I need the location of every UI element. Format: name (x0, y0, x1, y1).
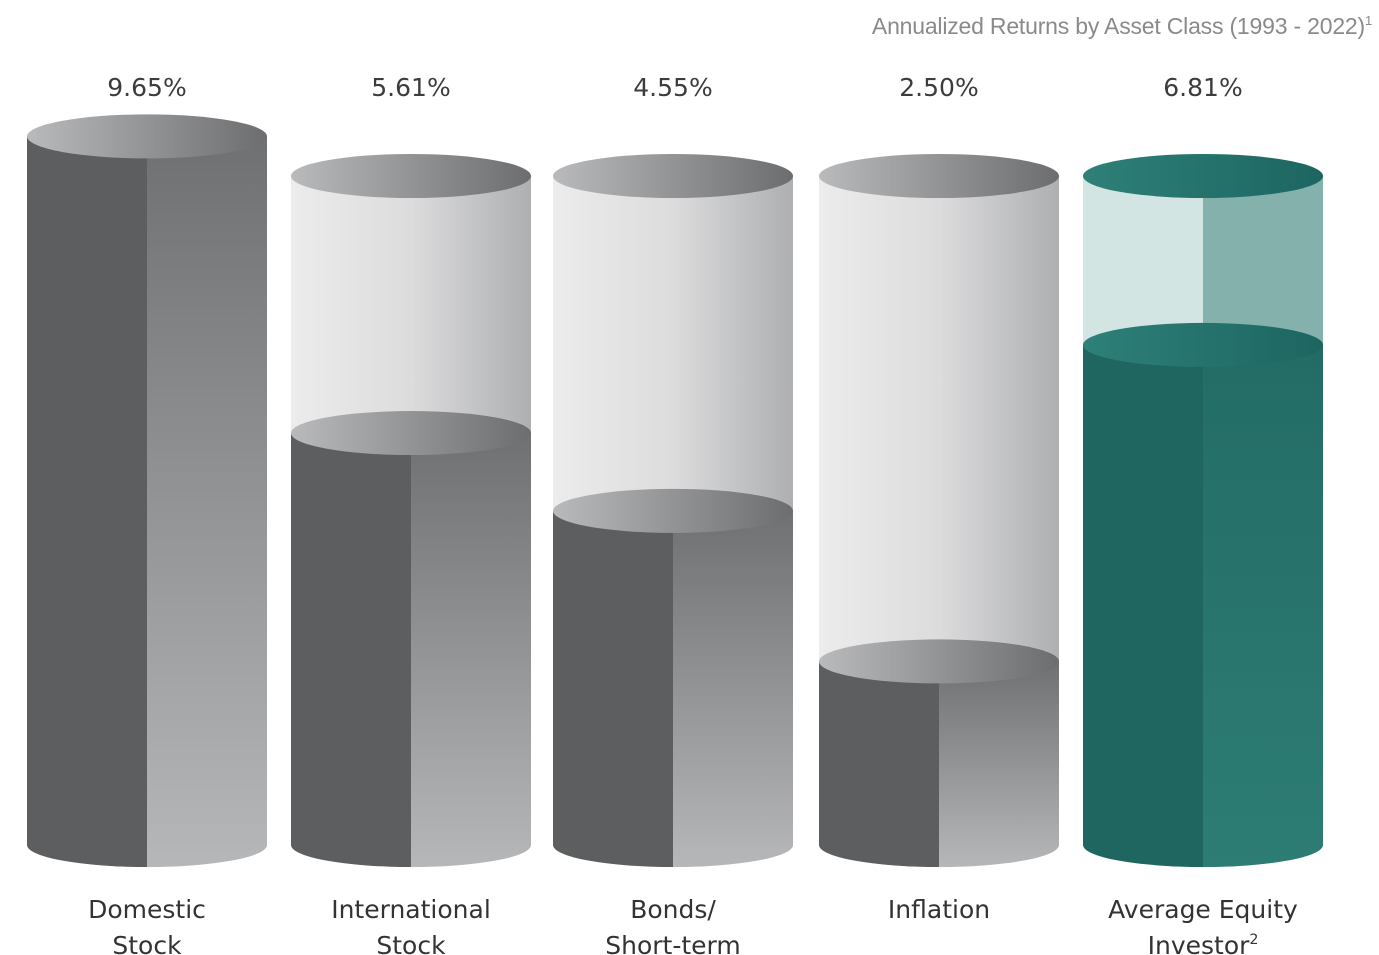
glass-tube (553, 176, 793, 511)
value-label-2: 5.61% (371, 73, 450, 102)
bar-body-left (819, 661, 939, 867)
cylinder-bar-5 (1083, 154, 1323, 867)
bar-top-cap (27, 114, 267, 158)
bar-body-left (291, 433, 411, 867)
bar-body-right (939, 661, 1059, 867)
bar-top-cap (291, 411, 531, 455)
category-label-3-line-2: Short-term (605, 931, 741, 955)
bar-body-right (1203, 345, 1323, 867)
glass-tube (819, 176, 1059, 661)
bar-top-cap (553, 489, 793, 533)
category-label-2-line-1: International (331, 895, 491, 924)
category-label-1-line-1: Domestic (88, 895, 206, 924)
category-label-2-line-2: Stock (376, 931, 446, 955)
category-label-5-line-1: Average Equity (1108, 895, 1298, 924)
glass-tube-rim (819, 154, 1059, 198)
cylinder-bar-4 (819, 154, 1059, 867)
category-label-5-line-2: Investor2 (1148, 931, 1259, 955)
bar-body-right (673, 511, 793, 867)
bar-body-right (147, 136, 267, 867)
bar-top-cap (1083, 323, 1323, 367)
value-label-1: 9.65% (107, 73, 186, 102)
glass-tube-rim (1083, 154, 1323, 198)
bar-body-left (27, 136, 147, 867)
value-labels-layer: 9.65% 5.61% 4.55% 2.50% 6.81% (107, 73, 1242, 102)
chart-title-footnote-marker: 1 (1365, 13, 1372, 28)
glass-tube-rim (291, 154, 531, 198)
bar-top-cap (819, 639, 1059, 683)
bar-body-left (1083, 345, 1203, 867)
category-labels-layer: Domestic Stock International Stock Bonds/Sho… (88, 895, 1298, 955)
value-label-5: 6.81% (1163, 73, 1242, 102)
chart-title: Annualized Returns by Asset Class (1993 … (872, 13, 1372, 39)
bar-body-right (411, 433, 531, 867)
bar-body-left (553, 511, 673, 867)
glass-tube-left (1083, 176, 1203, 345)
value-label-3: 4.55% (633, 73, 712, 102)
category-label-1-line-2: Stock (112, 931, 182, 955)
glass-tube (291, 176, 531, 433)
cylinder-bar-2 (291, 154, 531, 867)
chart-title-text: Annualized Returns by Asset Class (1993 … (872, 13, 1365, 39)
category-label-3-line-1: Bonds/ (630, 895, 716, 924)
cylinder-bar-3 (553, 154, 793, 867)
footnote-marker: 2 (1249, 932, 1258, 948)
category-label-4-line-1: Inflation (888, 895, 990, 924)
glass-tube-right (1203, 176, 1323, 345)
value-label-4: 2.50% (899, 73, 978, 102)
bars-layer (27, 114, 1323, 867)
cylinder-bar-1 (27, 114, 267, 867)
glass-tube-rim (553, 154, 793, 198)
